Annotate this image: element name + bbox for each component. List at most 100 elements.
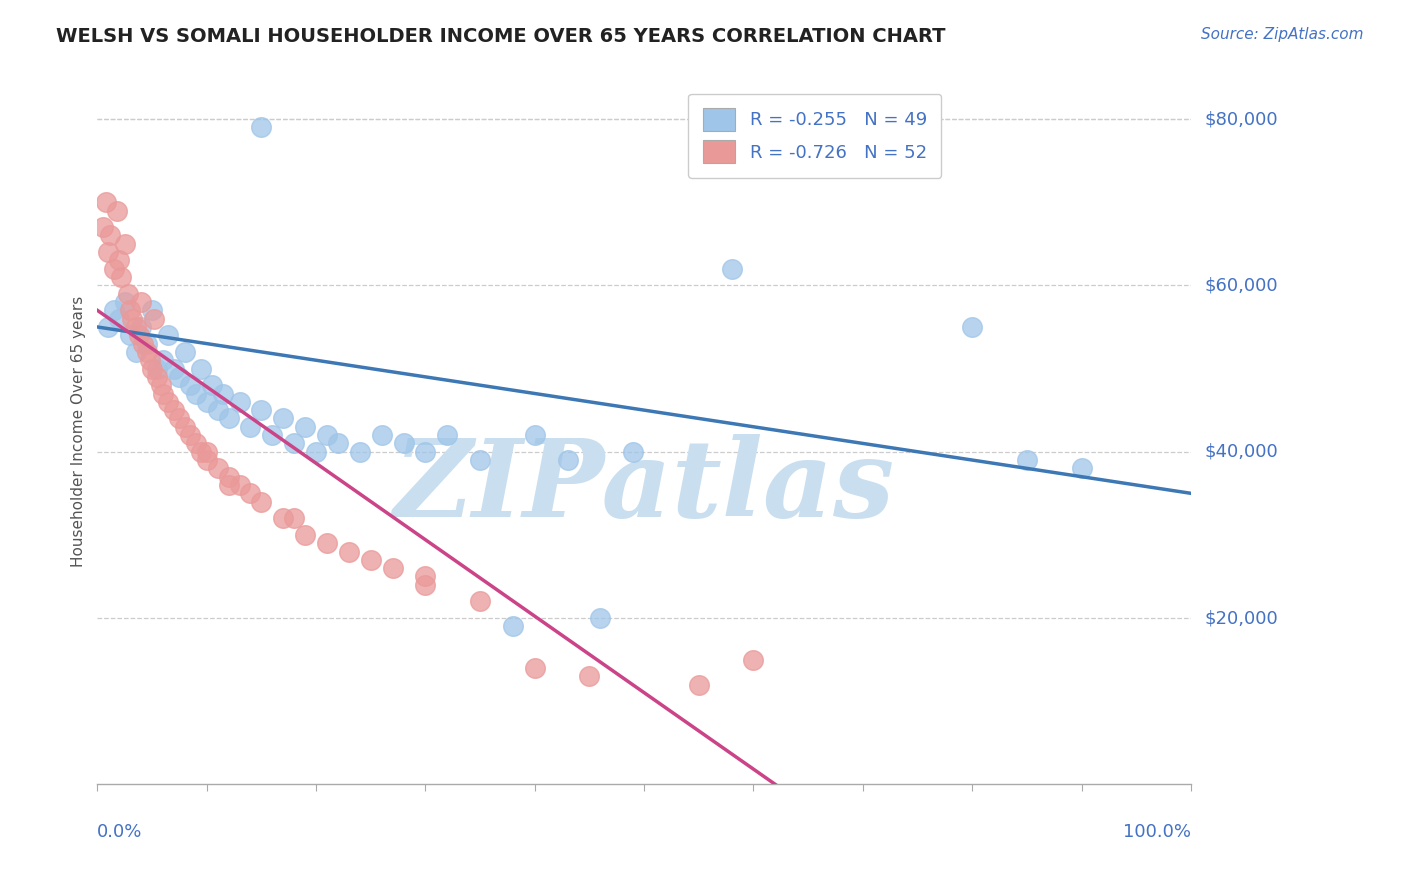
Legend: R = -0.255   N = 49, R = -0.726   N = 52: R = -0.255 N = 49, R = -0.726 N = 52 — [688, 94, 941, 178]
Point — [720, 261, 742, 276]
Text: 0.0%: 0.0% — [97, 823, 143, 841]
Point — [742, 653, 765, 667]
Point — [207, 403, 229, 417]
Point — [381, 561, 404, 575]
Point — [360, 553, 382, 567]
Point — [218, 411, 240, 425]
Point — [94, 195, 117, 210]
Point — [103, 303, 125, 318]
Point — [621, 444, 644, 458]
Point — [337, 544, 360, 558]
Point — [195, 394, 218, 409]
Point — [415, 578, 437, 592]
Point — [110, 270, 132, 285]
Y-axis label: Householder Income Over 65 years: Householder Income Over 65 years — [72, 295, 86, 566]
Point — [392, 436, 415, 450]
Point — [523, 661, 546, 675]
Point — [97, 320, 120, 334]
Point — [218, 469, 240, 483]
Point — [316, 536, 339, 550]
Point — [117, 286, 139, 301]
Point — [283, 436, 305, 450]
Point — [190, 361, 212, 376]
Point — [143, 311, 166, 326]
Point — [578, 669, 600, 683]
Point — [195, 453, 218, 467]
Point — [157, 394, 180, 409]
Text: ZIPatlas: ZIPatlas — [394, 434, 894, 541]
Point — [120, 328, 142, 343]
Point — [105, 203, 128, 218]
Point — [326, 436, 349, 450]
Point — [163, 361, 186, 376]
Point — [294, 419, 316, 434]
Point — [141, 303, 163, 318]
Point — [152, 386, 174, 401]
Point — [239, 486, 262, 500]
Point — [195, 444, 218, 458]
Point — [316, 428, 339, 442]
Point — [132, 336, 155, 351]
Point — [502, 619, 524, 633]
Point — [1070, 461, 1092, 475]
Text: Source: ZipAtlas.com: Source: ZipAtlas.com — [1201, 27, 1364, 42]
Point — [207, 461, 229, 475]
Point — [415, 569, 437, 583]
Point — [141, 361, 163, 376]
Point — [152, 353, 174, 368]
Point — [108, 311, 131, 326]
Point — [146, 370, 169, 384]
Text: $40,000: $40,000 — [1205, 442, 1278, 461]
Point — [184, 386, 207, 401]
Point — [103, 261, 125, 276]
Point — [135, 336, 157, 351]
Point — [124, 320, 146, 334]
Point — [120, 303, 142, 318]
Text: $80,000: $80,000 — [1205, 110, 1278, 128]
Point — [523, 428, 546, 442]
Point — [557, 453, 579, 467]
Point — [468, 594, 491, 608]
Point — [128, 328, 150, 343]
Point — [415, 444, 437, 458]
Point — [108, 253, 131, 268]
Point — [468, 453, 491, 467]
Point — [228, 394, 250, 409]
Point — [228, 478, 250, 492]
Point — [163, 403, 186, 417]
Point — [169, 370, 191, 384]
Point — [250, 120, 273, 135]
Point — [91, 220, 114, 235]
Point — [349, 444, 371, 458]
Point — [124, 345, 146, 359]
Point — [184, 436, 207, 450]
Point — [294, 528, 316, 542]
Point — [250, 403, 273, 417]
Point — [305, 444, 328, 458]
Point — [146, 361, 169, 376]
Point — [179, 378, 201, 392]
Point — [157, 328, 180, 343]
Point — [250, 494, 273, 508]
Point — [283, 511, 305, 525]
Point — [370, 428, 392, 442]
Point — [135, 345, 157, 359]
Point — [212, 386, 235, 401]
Point — [114, 236, 136, 251]
Point — [688, 678, 710, 692]
Text: $60,000: $60,000 — [1205, 277, 1278, 294]
Point — [121, 311, 143, 326]
Point — [1015, 453, 1038, 467]
Point — [239, 419, 262, 434]
Text: $20,000: $20,000 — [1205, 609, 1278, 627]
Point — [173, 345, 195, 359]
Point — [218, 478, 240, 492]
Point — [960, 320, 983, 334]
Point — [589, 611, 612, 625]
Point — [262, 428, 284, 442]
Point — [179, 428, 201, 442]
Point — [100, 228, 122, 243]
Point — [271, 411, 294, 425]
Point — [149, 378, 172, 392]
Text: 100.0%: 100.0% — [1123, 823, 1191, 841]
